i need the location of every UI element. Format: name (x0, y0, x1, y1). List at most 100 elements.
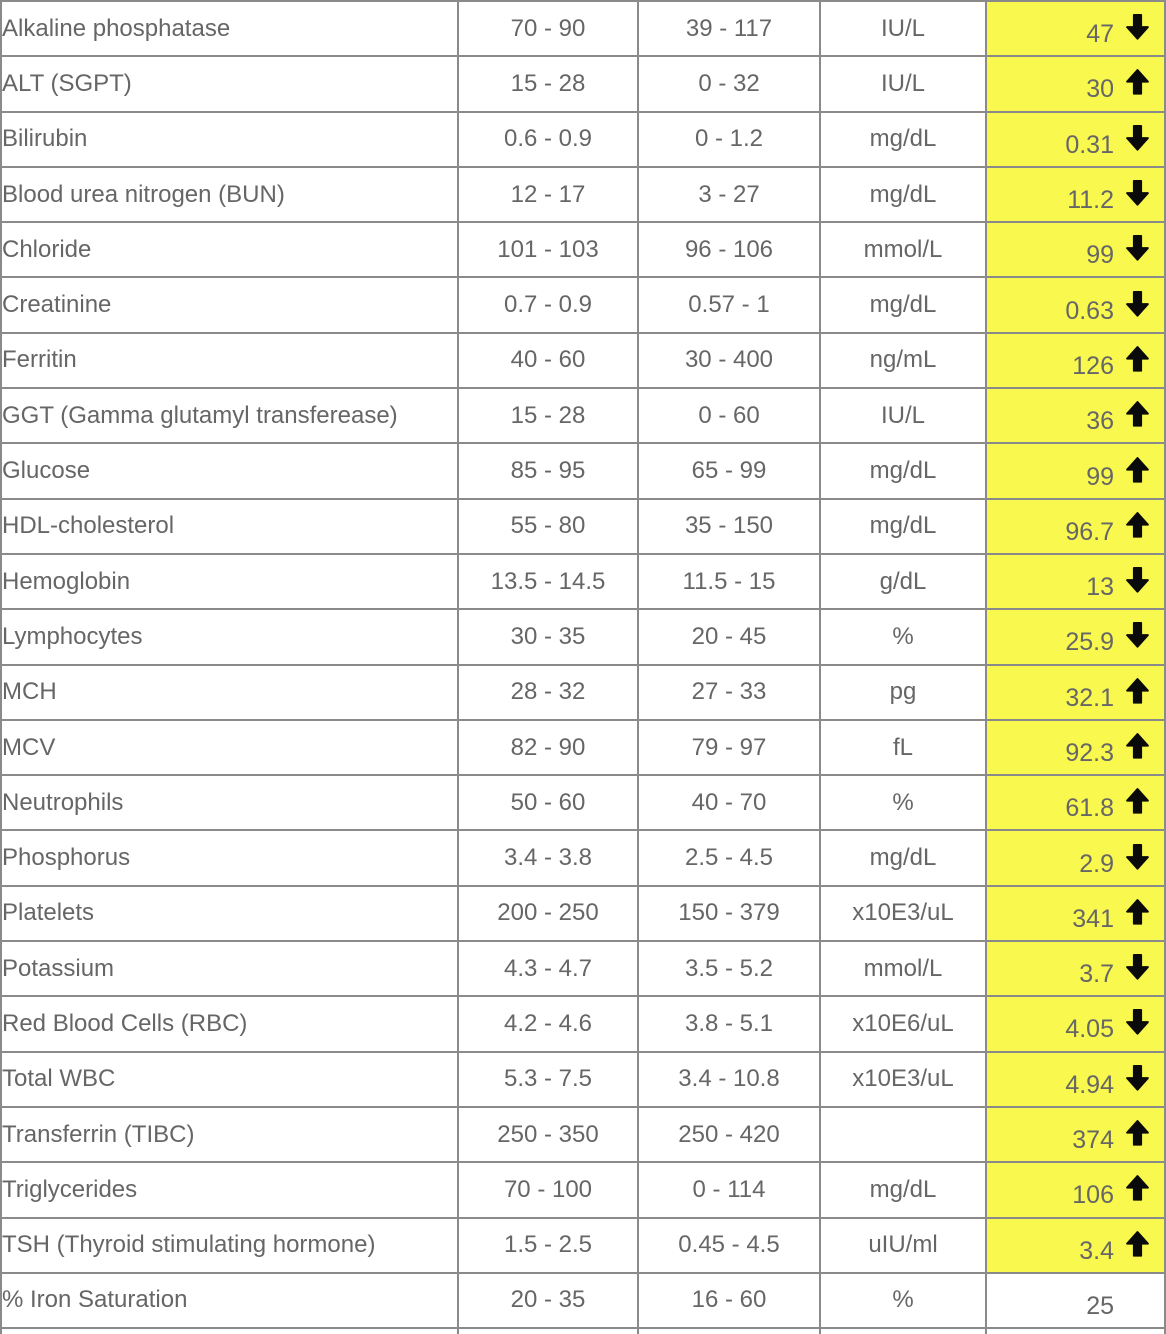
empty-cell (0, 1327, 459, 1334)
arrow-down-icon (1123, 563, 1152, 596)
test-name-cell: Transferrin (TIBC) (0, 1105, 459, 1164)
result-value: 36 (1086, 407, 1114, 436)
result-value: 11.2 (1067, 186, 1114, 215)
units-cell: % (819, 1271, 987, 1330)
units-cell: x10E6/uL (819, 995, 987, 1053)
value-cell: 2.9 (985, 829, 1166, 887)
value-wrap: 99 (988, 224, 1163, 275)
table-row: Creatinine 0.7 - 0.9 0.57 - 1 mg/dL 0.63 (0, 276, 1166, 334)
units-cell: mmol/L (819, 221, 987, 279)
standard-range-cell: 35 - 150 (637, 497, 821, 555)
units-cell: % (819, 774, 987, 832)
value-cell: 47 (985, 0, 1166, 58)
table-row: Blood urea nitrogen (BUN) 12 - 17 3 - 27 mg… (0, 165, 1166, 224)
result-value: 3.4 (1079, 1236, 1114, 1265)
table-row: % Iron Saturation 20 - 35 16 - 60% 25 (0, 1271, 1166, 1330)
standard-range-cell: 2.5 - 4.5 (637, 829, 821, 887)
value-cell: 106 (985, 1161, 1166, 1219)
arrow-up-icon (1123, 1227, 1152, 1260)
empty-cell (819, 1327, 987, 1334)
value-cell: 25.9 (985, 608, 1166, 666)
standard-range-cell: 0 - 60 (637, 387, 821, 445)
arrow-up-icon (1123, 1116, 1152, 1149)
table-row: GGT (Gamma glutamyl transferease) 15 - 28… (0, 387, 1166, 445)
value-wrap: 4.94 (988, 1054, 1163, 1105)
value-cell: 3.7 (985, 940, 1166, 998)
units-cell: x10E3/uL (819, 1050, 987, 1108)
standard-range-cell: 20 - 45 (637, 608, 821, 666)
value-cell: 36 (985, 387, 1166, 445)
arrow-down-icon (1123, 287, 1152, 320)
optimal-range-cell: 1.5 - 2.5 (457, 1216, 639, 1274)
result-value: 99 (1086, 462, 1114, 491)
value-cell: 374 (985, 1105, 1166, 1164)
value-wrap: 99 (988, 445, 1163, 496)
standard-range-cell: 3 - 27 (637, 165, 821, 224)
standard-range-cell: 39 - 117 (637, 0, 821, 58)
units-cell: x10E3/uL (819, 884, 987, 943)
test-name-cell: Neutrophils (0, 774, 459, 832)
value-cell: 32.1 (985, 663, 1166, 721)
optimal-range-cell: 13.5 - 14.5 (457, 552, 639, 611)
standard-range-cell: 250 - 420 (637, 1105, 821, 1164)
units-cell: mg/dL (819, 165, 987, 224)
table-row: Potassium 4.3 - 4.7 3.5 - 5.2 mmol/L 3.7 (0, 940, 1166, 998)
table-row: Red Blood Cells (RBC) 4.2 - 4.6 3.8 - 5.1 x… (0, 995, 1166, 1053)
arrow-down-icon (1123, 121, 1152, 154)
optimal-range-cell: 82 - 90 (457, 718, 639, 777)
value-cell: 25 (985, 1271, 1166, 1330)
units-cell: fL (819, 718, 987, 777)
standard-range-cell: 0 - 1.2 (637, 110, 821, 168)
units-cell: g/dL (819, 552, 987, 611)
table-row: MCV 82 - 90 79 - 97 fL 92.3 (0, 718, 1166, 777)
standard-range-cell: 96 - 106 (637, 221, 821, 279)
optimal-range-cell: 30 - 35 (457, 608, 639, 666)
result-value: 30 (1086, 75, 1114, 104)
arrow-up-icon (1123, 453, 1152, 486)
units-cell: mg/dL (819, 829, 987, 887)
result-value: 32.1 (1065, 683, 1114, 712)
value-wrap: 61.8 (988, 777, 1163, 828)
result-value: 25 (1086, 1291, 1114, 1320)
table-row: Phosphorus 3.4 - 3.8 2.5 - 4.5 mg/dL 2.9 (0, 829, 1166, 887)
result-value: 341 (1072, 904, 1114, 933)
test-name-cell: % Iron Saturation (0, 1271, 459, 1330)
optimal-range-cell: 200 - 250 (457, 884, 639, 943)
standard-range-cell: 0.45 - 4.5 (637, 1216, 821, 1274)
units-cell: IU/L (819, 0, 987, 58)
value-wrap: 30 (988, 58, 1163, 109)
units-cell: IU/L (819, 387, 987, 445)
empty-cell (457, 1327, 639, 1334)
units-cell: mg/dL (819, 442, 987, 500)
value-wrap: 25.9 (988, 611, 1163, 662)
value-wrap: 126 (988, 335, 1163, 386)
result-value: 4.94 (1065, 1070, 1114, 1099)
table-row: HDL-cholesterol 55 - 80 35 - 150 mg/dL 96.7 (0, 497, 1166, 555)
table-row: Ferritin 40 - 60 30 - 400 ng/mL 126 (0, 331, 1166, 390)
table-row: ALT (SGPT) 15 - 28 0 - 32 IU/L 30 (0, 55, 1166, 113)
optimal-range-cell: 101 - 103 (457, 221, 639, 279)
value-wrap: 4.05 (988, 998, 1163, 1049)
result-value: 96.7 (1065, 517, 1114, 546)
value-cell: 96.7 (985, 497, 1166, 555)
optimal-range-cell: 15 - 28 (457, 387, 639, 445)
test-name-cell: Bilirubin (0, 110, 459, 168)
table-row: Triglycerides 70 - 100 0 - 114 mg/dL 106 (0, 1161, 1166, 1219)
table-row: Neutrophils 50 - 60 40 - 70% 61.8 (0, 774, 1166, 832)
standard-range-cell: 30 - 400 (637, 331, 821, 390)
standard-range-cell: 79 - 97 (637, 718, 821, 777)
test-name-cell: Ferritin (0, 331, 459, 390)
optimal-range-cell: 55 - 80 (457, 497, 639, 555)
optimal-range-cell: 28 - 32 (457, 663, 639, 721)
value-wrap: 2.9 (988, 832, 1163, 883)
test-name-cell: Platelets (0, 884, 459, 943)
test-name-cell: MCV (0, 718, 459, 777)
optimal-range-cell: 70 - 100 (457, 1161, 639, 1219)
value-cell: 4.94 (985, 1050, 1166, 1108)
units-cell: mmol/L (819, 940, 987, 998)
arrow-up-icon (1123, 397, 1152, 430)
standard-range-cell: 3.4 - 10.8 (637, 1050, 821, 1108)
test-name-cell: HDL-cholesterol (0, 497, 459, 555)
optimal-range-cell: 4.2 - 4.6 (457, 995, 639, 1053)
